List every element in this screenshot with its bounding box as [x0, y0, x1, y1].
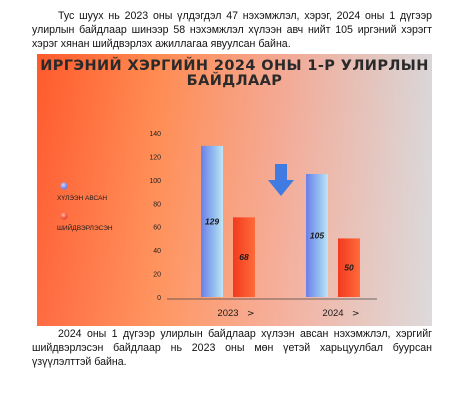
x-category-label: 2024 [322, 308, 343, 319]
bar-resolved-2024 [338, 238, 360, 297]
intro-paragraph: Тус шуух нь 2023 оны үлдэгдэл 47 нэхэмжл… [32, 10, 432, 50]
y-tick-label: 140 [149, 131, 161, 138]
legend-marker [60, 212, 68, 220]
legend-label: ШИЙДВЭРЛЭСЭН [57, 223, 113, 232]
y-tick-label: 20 [153, 272, 161, 279]
x-category-marker: > [352, 309, 360, 319]
y-tick-label: 100 [149, 178, 161, 185]
y-tick-label: 40 [153, 248, 161, 255]
x-category-label: 2023 [217, 308, 238, 319]
y-tick-label: 60 [153, 225, 161, 232]
bar-chart: 0 20 40 60 80 100 120 140 129 68 105 50 2023 >2024 >… [57, 131, 377, 319]
bar-value-label: 50 [344, 263, 354, 273]
y-tick-label: 0 [157, 295, 161, 302]
legend-label: ХҮЛЭЭН АВСАН [57, 195, 107, 202]
bar-value-label: 105 [310, 231, 324, 241]
y-tick-label: 80 [153, 201, 161, 208]
bar-resolved-2023 [233, 217, 255, 297]
bar-received-2023 [201, 145, 223, 297]
y-tick-label: 120 [149, 154, 161, 161]
legend-marker [60, 182, 68, 190]
conclusion-paragraph: 2024 оны 1 дүгээр улирлын байдлаар хүлээ… [32, 328, 432, 368]
chart-figure: ИРГЭНИЙ ХЭРГИЙН 2024 ОНЫ 1-Р УЛИРЛЫН БАЙ… [37, 54, 432, 326]
down-arrow-icon [268, 164, 294, 196]
bar-received-2024 [306, 174, 328, 297]
bar-value-label: 68 [239, 252, 249, 262]
x-category-marker: > [247, 309, 255, 319]
bar-value-label: 129 [205, 216, 219, 226]
chart-title: ИРГЭНИЙ ХЭРГИЙН 2024 ОНЫ 1-Р УЛИРЛЫН БАЙ… [40, 58, 429, 89]
